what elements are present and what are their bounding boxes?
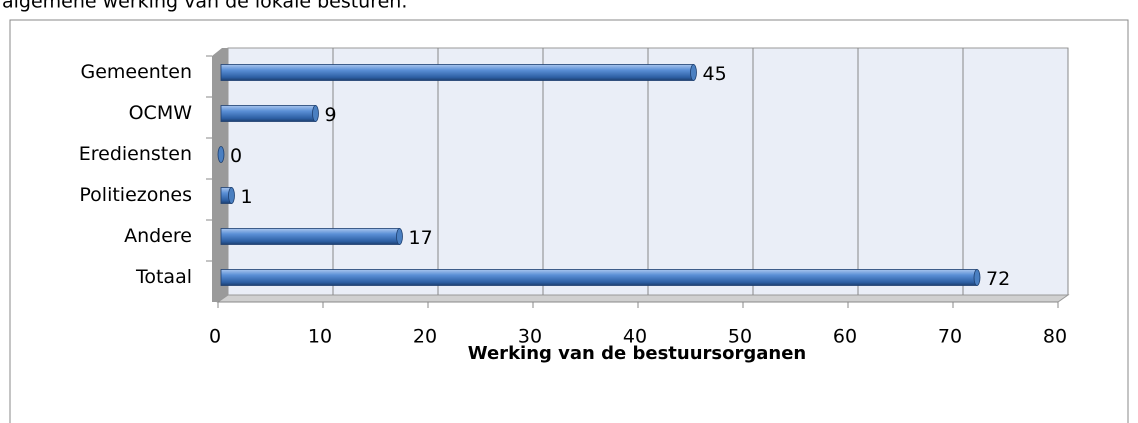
x-tick-label: 30 [518,326,542,348]
value-label: 17 [409,227,433,249]
x-tick-label: 40 [623,326,647,348]
bar [220,64,697,81]
y-tick-label: Totaal [135,266,192,288]
y-tick-label: OCMW [129,102,193,124]
bar [220,228,403,245]
x-tick-label: 60 [833,326,857,348]
y-tick-label: Andere [124,225,192,247]
caption: algemene werking van de lokale besturen. [2,0,407,13]
x-axis-title: Werking van de bestuursorganen [468,343,806,364]
bar [220,187,235,204]
x-tick-label: 0 [209,326,221,348]
bar [220,269,981,286]
x-tick-label: 20 [413,326,437,348]
y-tick-label: Politiezones [79,184,192,206]
value-label: 0 [230,145,242,167]
bar [217,146,225,163]
y-tick-label: Gemeenten [80,61,192,83]
value-label: 1 [241,186,253,208]
bar [220,105,319,122]
x-tick-label: 80 [1043,326,1067,348]
value-label: 9 [325,104,337,126]
x-tick-label: 70 [938,326,962,348]
x-tick-label: 10 [308,326,332,348]
floor [216,294,1070,303]
x-tick-label: 50 [728,326,752,348]
value-label: 72 [986,268,1010,290]
value-label: 45 [703,63,727,85]
y-tick-label: Erediensten [79,143,192,165]
side-wall [212,48,228,302]
